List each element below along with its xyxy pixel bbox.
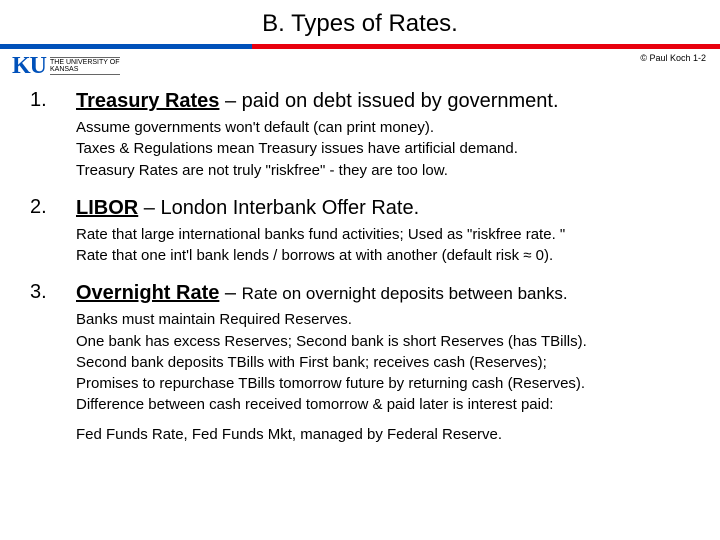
- item-footnote: Fed Funds Rate, Fed Funds Mkt, managed b…: [76, 426, 690, 443]
- ku-logo: KU THE UNIVERSITY OF KANSAS: [12, 53, 120, 80]
- detail-line: Assume governments won't default (can pr…: [76, 118, 690, 138]
- item-body: Treasury Rates – paid on debt issued by …: [76, 89, 690, 182]
- attribution-text: © Paul Koch 1-2: [640, 53, 706, 63]
- header-row: KU THE UNIVERSITY OF KANSAS © Paul Koch …: [0, 49, 720, 79]
- item-number: 1.: [30, 89, 76, 182]
- item-body: Overnight Rate – Rate on overnight depos…: [76, 281, 690, 442]
- slide-title: B. Types of Rates.: [0, 0, 720, 44]
- item-term: Treasury Rates: [76, 90, 219, 112]
- item-desc: – London Interbank Offer Rate.: [138, 197, 419, 219]
- item-term: LIBOR: [76, 197, 138, 219]
- item-desc: Rate on overnight deposits between banks…: [242, 284, 568, 303]
- ku-subtext-top: THE UNIVERSITY OF: [50, 59, 120, 66]
- item-dash: –: [219, 282, 241, 304]
- detail-line: Promises to repurchase TBills tomorrow f…: [76, 374, 690, 394]
- detail-line: Rate that one int'l bank lends / borrows…: [76, 246, 690, 266]
- list-item: 1. Treasury Rates – paid on debt issued …: [30, 89, 690, 182]
- item-heading: Overnight Rate – Rate on overnight depos…: [76, 281, 690, 306]
- item-desc: – paid on debt issued by government.: [219, 90, 558, 112]
- ku-subtext-bottom: KANSAS: [50, 66, 78, 73]
- item-details: Rate that large international banks fund…: [76, 225, 690, 267]
- item-heading: Treasury Rates – paid on debt issued by …: [76, 89, 690, 114]
- list-item: 2. LIBOR – London Interbank Offer Rate. …: [30, 196, 690, 268]
- detail-line: Taxes & Regulations mean Treasury issues…: [76, 139, 690, 159]
- detail-line: Rate that large international banks fund…: [76, 225, 690, 245]
- item-number: 2.: [30, 196, 76, 268]
- list-item: 3. Overnight Rate – Rate on overnight de…: [30, 281, 690, 442]
- item-details: Assume governments won't default (can pr…: [76, 118, 690, 181]
- item-number: 3.: [30, 281, 76, 442]
- detail-line: Second bank deposits TBills with First b…: [76, 353, 690, 373]
- item-details: Banks must maintain Required Reserves. O…: [76, 310, 690, 415]
- detail-line: Treasury Rates are not truly "riskfree" …: [76, 161, 690, 181]
- ku-mark-icon: KU: [12, 53, 46, 80]
- content-area: 1. Treasury Rates – paid on debt issued …: [0, 79, 720, 443]
- detail-line: One bank has excess Reserves; Second ban…: [76, 332, 690, 352]
- ku-subtext: THE UNIVERSITY OF KANSAS: [50, 57, 120, 75]
- detail-line: Difference between cash received tomorro…: [76, 395, 690, 415]
- item-heading: LIBOR – London Interbank Offer Rate.: [76, 196, 690, 221]
- detail-line: Banks must maintain Required Reserves.: [76, 310, 690, 330]
- item-body: LIBOR – London Interbank Offer Rate. Rat…: [76, 196, 690, 268]
- item-term: Overnight Rate: [76, 282, 219, 304]
